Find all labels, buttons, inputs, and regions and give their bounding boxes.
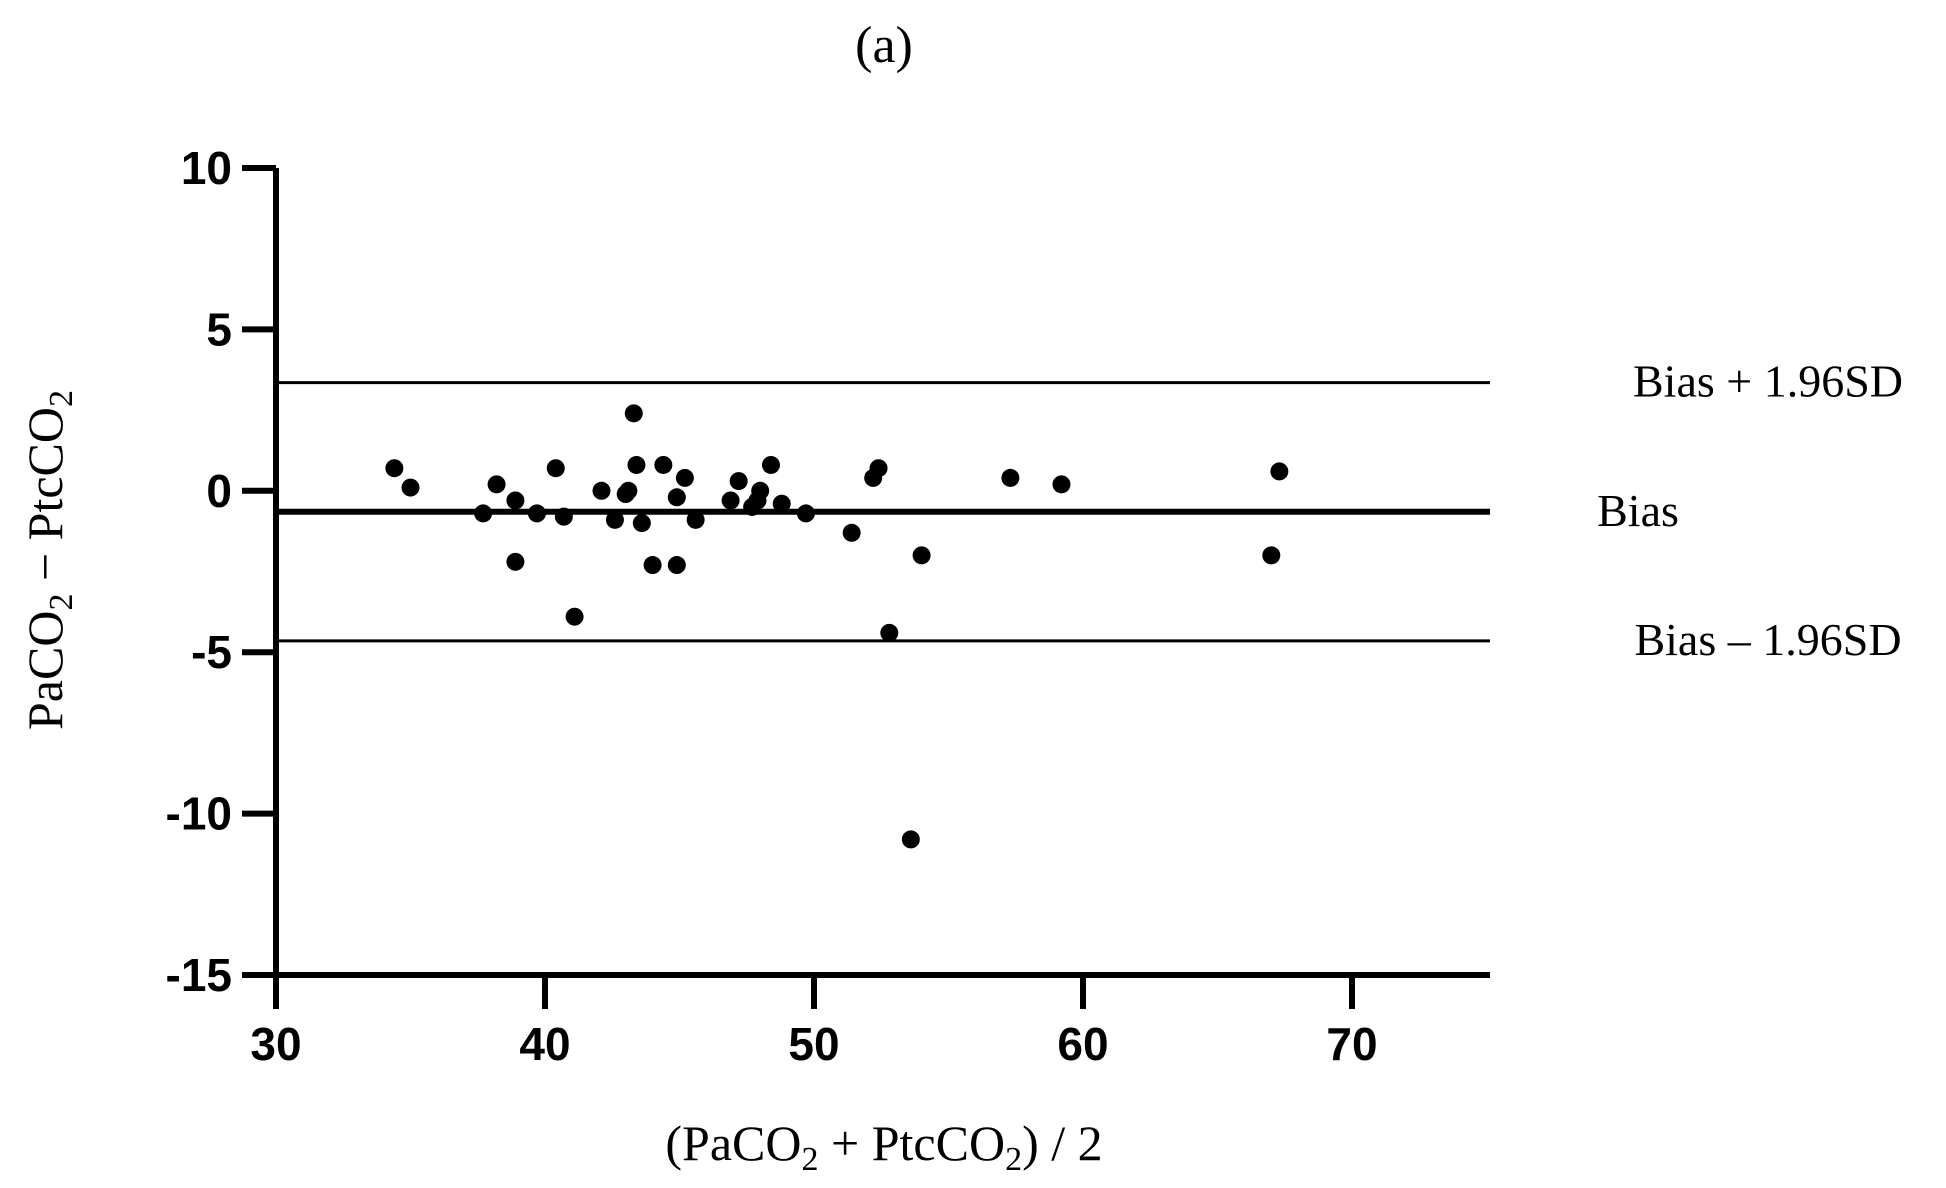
data-point (721, 491, 740, 510)
data-point (624, 404, 643, 423)
data-point (643, 556, 662, 575)
y-axis-label-part: PaCO (17, 611, 73, 730)
data-point (506, 552, 525, 571)
data-point (1001, 468, 1020, 487)
y-axis-label: PaCO2 − PtcCO2 (17, 390, 80, 730)
data-point (667, 488, 686, 507)
reference-line-label: Bias (1597, 485, 1679, 536)
data-point (729, 472, 748, 491)
data-point (751, 481, 770, 500)
data-point (880, 623, 899, 642)
x-axis-label: (PaCO2 + PtcCO2) / 2 (665, 1115, 1102, 1178)
data-point (401, 478, 420, 497)
reference-line-label: Bias – 1.96SD (1634, 614, 1901, 665)
y-tick-label: 5 (206, 303, 232, 355)
reference-lines: Bias + 1.96SD Bias Bias – 1.96SD (276, 356, 1903, 665)
data-point (527, 504, 546, 523)
data-point (1052, 475, 1071, 494)
x-tick-label: 30 (250, 1018, 301, 1070)
data-point (1262, 546, 1281, 565)
data-point (506, 491, 525, 510)
x-axis-label-part: + PtcCO (819, 1115, 1006, 1171)
data-point (869, 459, 888, 478)
x-ticks: 30 40 50 60 70 (250, 975, 1378, 1070)
data-point (761, 455, 780, 474)
data-point (627, 455, 646, 474)
data-point (487, 475, 506, 494)
y-tick-label: -15 (166, 949, 232, 1001)
y-tick-label: 10 (181, 142, 232, 194)
x-axis-label-subscript: 2 (1005, 1141, 1022, 1178)
data-point (1270, 462, 1289, 481)
data-point (565, 607, 584, 626)
data-point (686, 510, 705, 529)
data-point (675, 468, 694, 487)
data-point (772, 494, 791, 513)
data-point (474, 504, 493, 523)
data-point (796, 504, 815, 523)
data-point (901, 830, 920, 849)
data-point (592, 481, 611, 500)
y-tick-label: -5 (191, 626, 232, 678)
x-axis-label-part: ) / 2 (1022, 1115, 1103, 1171)
x-tick-label: 70 (1326, 1018, 1377, 1070)
data-point (912, 546, 931, 565)
x-axis-label-subscript: 2 (802, 1141, 819, 1178)
x-tick-label: 60 (1057, 1018, 1108, 1070)
data-point (619, 481, 638, 500)
y-tick-label: -10 (166, 788, 232, 840)
x-axis-label-part: (PaCO (665, 1115, 801, 1171)
data-point (385, 459, 404, 478)
chart-title: (a) (855, 17, 913, 74)
y-axis-label-subscript: 2 (43, 390, 80, 407)
y-axis-label-subscript: 2 (43, 594, 80, 611)
data-point (554, 507, 573, 526)
data-point (842, 523, 861, 542)
y-tick-label: 0 (206, 465, 232, 517)
y-ticks: 10 5 0 -5 -10 -15 (166, 142, 276, 1001)
data-point (667, 556, 686, 575)
data-point (605, 510, 624, 529)
y-axis-label-part: − PtcCO (17, 407, 73, 594)
data-point (546, 459, 565, 478)
data-point (654, 455, 673, 474)
data-points (385, 404, 1289, 849)
x-tick-label: 50 (788, 1018, 839, 1070)
reference-line-label: Bias + 1.96SD (1633, 356, 1903, 407)
data-point (632, 514, 651, 533)
x-tick-label: 40 (519, 1018, 570, 1070)
